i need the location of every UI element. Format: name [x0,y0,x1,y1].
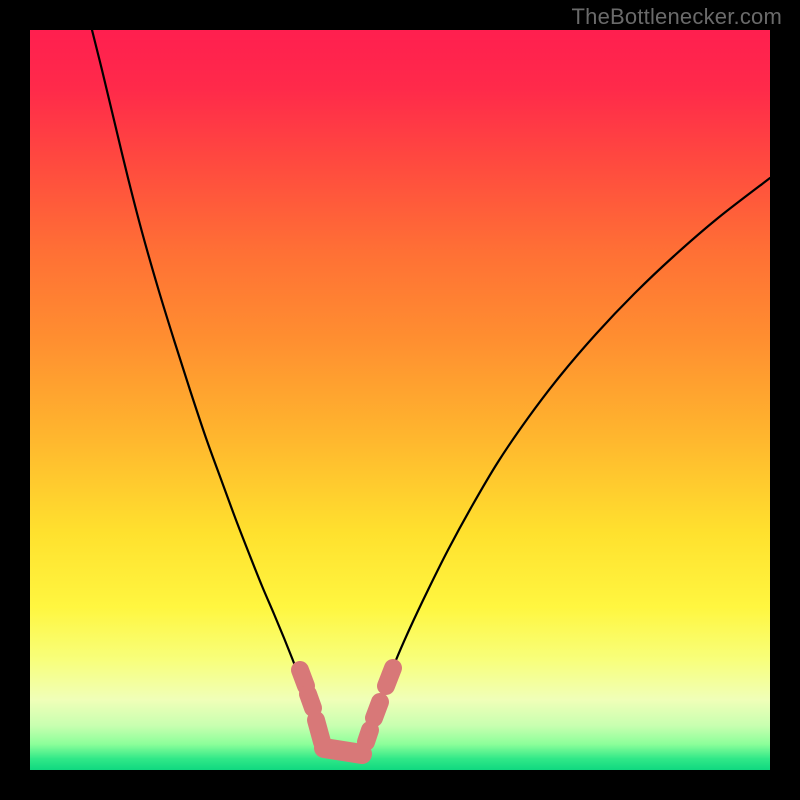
chart-background [30,30,770,770]
watermark-text: TheBottlenecker.com [572,4,782,30]
chart-svg [30,30,770,770]
plot-area [30,30,770,770]
